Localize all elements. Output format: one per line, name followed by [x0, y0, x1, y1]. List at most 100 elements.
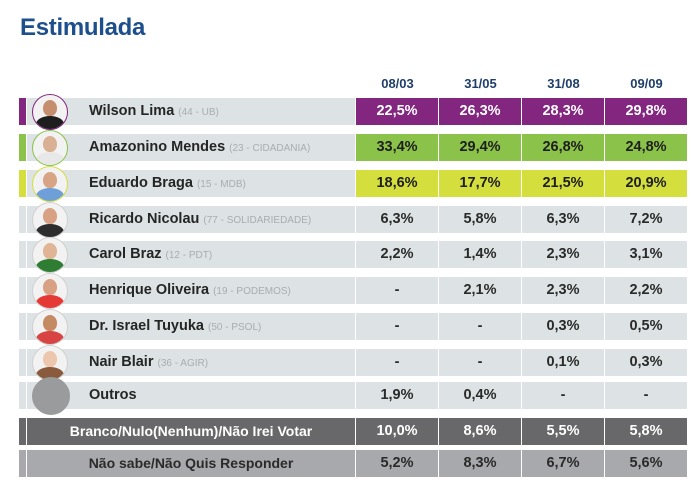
value-cell: 22,5% [356, 98, 438, 125]
value-cell: 0,1% [522, 349, 604, 376]
value-cell: 2,3% [522, 241, 604, 268]
value-cell: 5,8% [439, 206, 521, 233]
row-accent-bar [19, 206, 26, 233]
table-row: Dr. Israel Tuyuka (50 - PSOL) - -0,3% 0,5% [19, 309, 687, 345]
row-accent-bar [19, 170, 26, 197]
value-cell: 17,7% [439, 170, 521, 197]
candidate-name: Eduardo Braga (15 - MDB) [89, 170, 246, 198]
avatar-body-shape [36, 331, 64, 344]
value-cell: 5,6% [605, 450, 687, 477]
value-cell: 28,3% [522, 98, 604, 125]
name-cell: Eduardo Braga (15 - MDB) [27, 170, 355, 197]
summary-label-cell: Não sabe/Não Quis Responder [27, 450, 355, 477]
party-label: (77 - SOLIDARIEDADE) [203, 215, 312, 226]
column-header: 08/03 [381, 76, 414, 91]
avatar [32, 273, 68, 309]
value-cell: - [522, 382, 604, 409]
value-cell: 20,9% [605, 170, 687, 197]
value-cell: 1,9% [356, 382, 438, 409]
value-cell: 24,8% [605, 134, 687, 161]
avatar-head-shape [43, 172, 57, 188]
table-row: Ricardo Nicolau (77 - SOLIDARIEDADE) 6,3% 5… [19, 202, 687, 238]
column-header: 31/08 [547, 76, 580, 91]
value-cell: - [439, 349, 521, 376]
row-accent-bar [19, 313, 26, 340]
value-cell: - [356, 349, 438, 376]
avatar-head-shape [43, 351, 57, 367]
name-cell: Outros [27, 382, 355, 409]
value-cell: 2,1% [439, 277, 521, 304]
row-accent-bar [19, 277, 26, 304]
value-cell: 2,2% [605, 277, 687, 304]
column-header: 09/09 [630, 76, 663, 91]
candidate-name-text: Eduardo Braga [89, 175, 193, 191]
table-row: Nair Blair (36 - AGIR) - -0,1% 0,3% [19, 345, 687, 381]
value-cell: 26,3% [439, 98, 521, 125]
value-cell: 2,2% [356, 241, 438, 268]
avatar [32, 202, 68, 238]
candidate-name: Outros [89, 382, 137, 409]
value-cell: 33,4% [356, 134, 438, 161]
value-cell: 29,4% [439, 134, 521, 161]
avatar-head-shape [43, 100, 57, 116]
party-label: (19 - PODEMOS) [213, 286, 291, 297]
avatar [32, 94, 68, 130]
name-cell: Carol Braz (12 - PDT) [27, 241, 355, 268]
summary-label: Não sabe/Não Quis Responder [88, 455, 294, 471]
name-cell: Nair Blair (36 - AGIR) [27, 349, 355, 376]
table-row: Henrique Oliveira (19 - PODEMOS) -2,1% 2,3%… [19, 273, 687, 309]
row-accent-bar [19, 450, 26, 477]
avatar-head-shape [43, 279, 57, 295]
party-label: (36 - AGIR) [157, 358, 209, 369]
candidate-name-text: Amazonino Mendes [89, 139, 226, 155]
row-accent-bar [19, 349, 26, 376]
summary-row: Branco/Nulo(Nenhum)/Não Irei Votar 10,0% 8… [19, 418, 687, 445]
party-label: (15 - MDB) [196, 179, 246, 190]
avatar-head-shape [43, 315, 57, 331]
avatar-head-shape [43, 136, 57, 152]
table-row: Outros 1,9% 0,4% - - [19, 377, 687, 415]
value-cell: - [356, 313, 438, 340]
name-cell: Dr. Israel Tuyuka (50 - PSOL) [27, 313, 355, 340]
value-cell: 29,8% [605, 98, 687, 125]
avatar-body-shape [36, 295, 64, 308]
avatar [32, 309, 68, 345]
value-cell: 0,5% [605, 313, 687, 340]
value-cell: 5,5% [522, 418, 604, 445]
table-row: Carol Braz (12 - PDT) 2,2% 1,4% 2,3% 3,1% [19, 237, 687, 273]
value-cell: 0,3% [605, 349, 687, 376]
candidate-name: Amazonino Mendes (23 - CIDADANIA) [89, 134, 310, 162]
value-cell: 26,8% [522, 134, 604, 161]
candidate-name: Dr. Israel Tuyuka (50 - PSOL) [89, 313, 261, 341]
value-cell: 5,8% [605, 418, 687, 445]
name-cell: Amazonino Mendes (23 - CIDADANIA) [27, 134, 355, 161]
candidate-name-text: Wilson Lima [89, 103, 175, 119]
party-label: (23 - CIDADANIA) [229, 143, 311, 154]
candidate-name-text: Nair Blair [89, 354, 154, 370]
value-cell: - [356, 277, 438, 304]
value-cell: 6,3% [522, 206, 604, 233]
party-label: (12 - PDT) [165, 250, 213, 261]
value-cell: 21,5% [522, 170, 604, 197]
value-cell: - [439, 313, 521, 340]
avatar [32, 377, 70, 415]
row-accent-bar [19, 134, 26, 161]
avatar-head-shape [43, 208, 57, 224]
value-cell: 0,3% [522, 313, 604, 340]
avatar-body-shape [36, 259, 64, 272]
candidate-name-text: Henrique Oliveira [89, 282, 210, 298]
row-accent-bar [19, 241, 26, 268]
avatar-body-shape [36, 188, 64, 201]
table-row: Amazonino Mendes (23 - CIDADANIA) 33,4% 29,… [19, 130, 687, 166]
avatar-body-shape [36, 116, 64, 129]
candidate-name: Carol Braz (12 - PDT) [89, 241, 212, 269]
page-title: Estimulada [20, 14, 146, 41]
value-cell: 6,3% [356, 206, 438, 233]
candidate-name: Wilson Lima (44 - UB) [89, 98, 219, 126]
candidate-name-text: Ricardo Nicolau [89, 211, 200, 227]
summary-row: Não sabe/Não Quis Responder 5,2% 8,3% 6,7% 5… [19, 450, 687, 477]
candidate-name-text: Outros [89, 387, 137, 403]
name-cell: Henrique Oliveira (19 - PODEMOS) [27, 277, 355, 304]
party-label: (44 - UB) [178, 107, 219, 118]
avatar [32, 130, 68, 166]
